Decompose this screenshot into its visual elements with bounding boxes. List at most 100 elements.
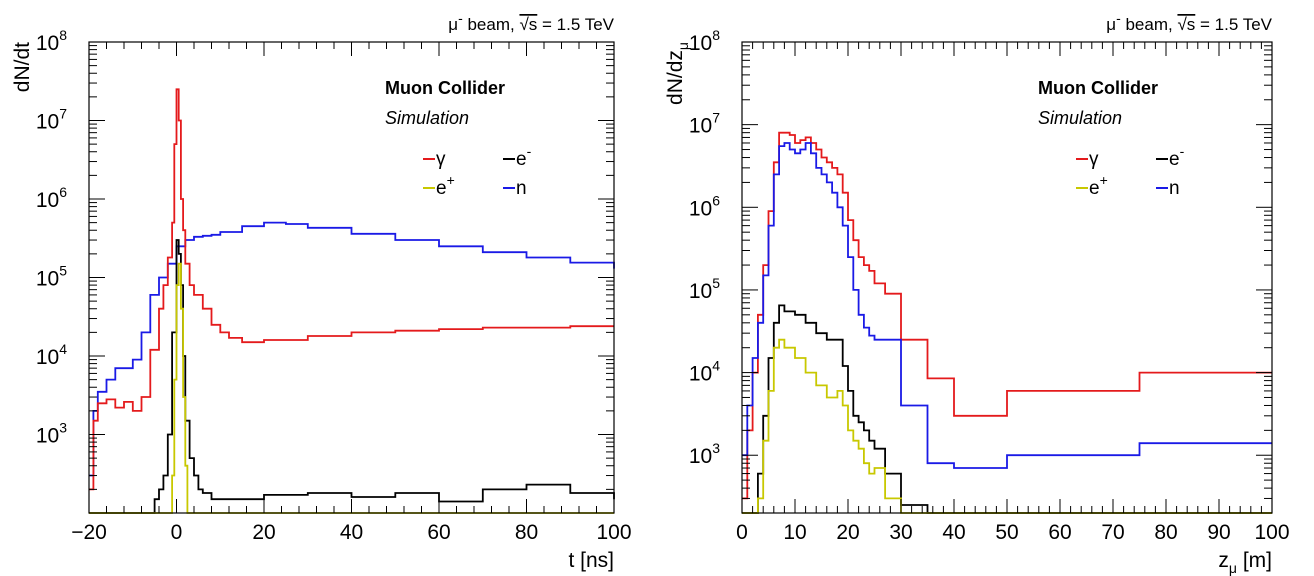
y-tick-exponent: 4 [712, 358, 720, 374]
y-tick-label: 103 [689, 440, 720, 468]
y-tick-base: 10 [689, 197, 712, 220]
y-axis-label-subscript: μ [675, 42, 691, 50]
experiment-label: Muon Collider [385, 78, 505, 98]
legend-label: n [516, 178, 527, 199]
y-axis-label-text: dN/dz [664, 50, 687, 105]
series-line-2 [742, 142, 1272, 469]
y-tick-base: 10 [36, 268, 59, 291]
y-tick-exponent: 3 [712, 440, 720, 456]
x-axis-label-text: t [ns] [568, 549, 614, 572]
x-tick-label: 80 [515, 521, 538, 544]
y-tick-exponent: 4 [59, 341, 67, 357]
beam-text: beam, [463, 15, 520, 34]
experiment-label: Muon Collider [1038, 78, 1158, 98]
x-tick-label: 80 [1154, 521, 1177, 544]
x-tick-label: 40 [942, 521, 965, 544]
y-tick-label: 104 [689, 358, 720, 386]
y-tick-exponent: 3 [59, 420, 67, 436]
x-tick-label: 20 [836, 521, 859, 544]
x-axis-label-subscript: μ [1229, 560, 1237, 576]
legend-label: e [1089, 178, 1100, 199]
y-tick-base: 10 [36, 189, 59, 212]
y-tick-exponent: 8 [712, 27, 720, 43]
beam-label: μ- beam, √s = 1.5 TeV [1106, 10, 1272, 34]
beam-text: beam, [1121, 15, 1178, 34]
series-line-4 [89, 262, 614, 514]
x-tick-label: 90 [1207, 521, 1230, 544]
series-line-4 [742, 338, 1272, 514]
series-line-3 [89, 239, 615, 514]
legend-entry: γ [436, 149, 446, 170]
x-tick-label: 40 [340, 521, 363, 544]
y-axis-label: dN/dt [11, 42, 34, 92]
x-axis-label: t [ns] [568, 549, 614, 572]
y-tick-label: 103 [36, 420, 67, 448]
beam-charge: - [1116, 10, 1121, 26]
legend-label: e [436, 178, 447, 199]
x-tick-label: 70 [1101, 521, 1124, 544]
y-tick-base: 10 [36, 111, 59, 134]
beam-label: μ- beam, √s = 1.5 TeV [448, 10, 614, 34]
beam-root-s: √s [519, 15, 537, 34]
legend-label: n [1169, 178, 1180, 199]
y-axis-label-text: dN/dt [11, 42, 34, 92]
legend-charge: - [527, 143, 532, 159]
y-tick-label: 107 [36, 106, 67, 134]
legend-charge: + [447, 172, 455, 188]
legend-entry: e- [1169, 143, 1185, 170]
legend-label: γ [1089, 149, 1099, 170]
beam-energy: = 1.5 TeV [1195, 15, 1272, 34]
y-tick-exponent: 6 [712, 192, 720, 208]
x-tick-label: −20 [71, 521, 107, 544]
legend-entry: n [516, 178, 527, 199]
y-tick-exponent: 7 [59, 106, 67, 122]
y-tick-label: 108 [689, 27, 720, 55]
beam-charge: - [458, 10, 463, 26]
beam-energy: = 1.5 TeV [537, 15, 614, 34]
x-tick-label: 100 [1254, 521, 1289, 544]
legend-entry: e- [516, 143, 532, 170]
y-tick-label: 107 [689, 110, 720, 138]
beam-particle: μ [448, 15, 458, 34]
legend-entry: n [1169, 178, 1180, 199]
y-axis-label: dN/dzμ [664, 42, 691, 105]
series-line-2 [89, 88, 614, 491]
legend-label: e [516, 149, 527, 170]
y-tick-base: 10 [689, 115, 712, 138]
x-tick-label: 60 [1048, 521, 1071, 544]
x-tick-label: 60 [427, 521, 450, 544]
x-axis-label: zμ [m] [1218, 549, 1272, 576]
series-line-1 [742, 131, 1272, 500]
y-tick-exponent: 5 [712, 275, 720, 291]
status-label: Simulation [1038, 108, 1122, 128]
y-tick-base: 10 [689, 280, 712, 303]
y-tick-label: 105 [36, 263, 67, 291]
y-tick-base: 10 [36, 346, 59, 369]
series-line-1 [89, 221, 615, 477]
chart-panel-2: 0 10 20 30 40 50 60 70 80 90 100103104105106107108… [664, 10, 1290, 576]
legend-entry: γ [1089, 149, 1099, 170]
y-tick-base: 10 [36, 32, 59, 55]
beam-particle: μ [1106, 15, 1116, 34]
status-label: Simulation [385, 108, 469, 128]
x-tick-label: 10 [783, 521, 806, 544]
legend-label: γ [436, 149, 446, 170]
x-axis-label-text: z [1218, 549, 1229, 572]
x-tick-label: 0 [736, 521, 748, 544]
x-axis-label-unit: [m] [1237, 549, 1272, 572]
series-group [89, 88, 615, 514]
legend-entry: e+ [436, 172, 455, 199]
series-line-3 [742, 304, 1272, 514]
y-tick-base: 10 [689, 32, 712, 55]
y-tick-exponent: 7 [712, 110, 720, 126]
x-tick-label: 0 [171, 521, 183, 544]
x-tick-label: 30 [889, 521, 912, 544]
y-tick-base: 10 [689, 445, 712, 468]
legend-label: e [1169, 149, 1180, 170]
y-tick-exponent: 8 [59, 27, 67, 43]
y-tick-label: 104 [36, 341, 67, 369]
legend-entry: e+ [1089, 172, 1108, 199]
y-tick-base: 10 [36, 425, 59, 448]
y-tick-base: 10 [689, 363, 712, 386]
